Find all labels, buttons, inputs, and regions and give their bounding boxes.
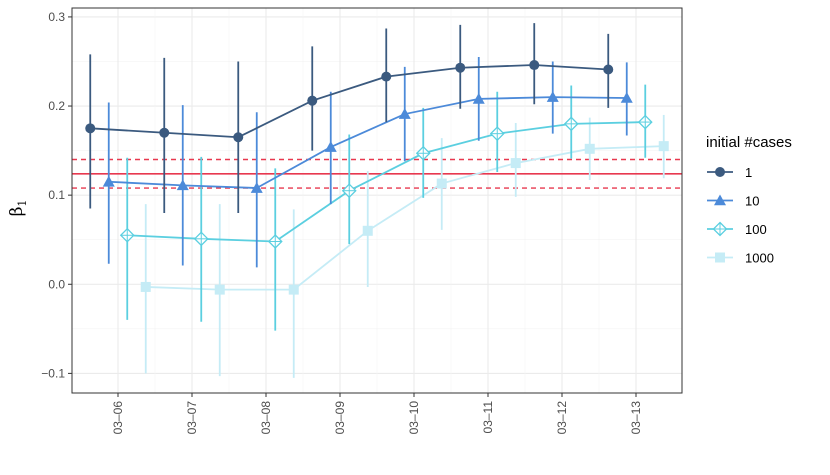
data-point bbox=[119, 227, 135, 243]
x-tick-label: 03–07 bbox=[185, 401, 199, 435]
series-line bbox=[108, 96, 627, 189]
data-point bbox=[102, 175, 115, 187]
legend-item-1000: 1000 bbox=[707, 251, 774, 266]
legend-key-marker bbox=[715, 167, 725, 177]
grid bbox=[72, 8, 682, 393]
series-line bbox=[127, 121, 646, 243]
data-point bbox=[140, 281, 151, 292]
data-point bbox=[381, 71, 392, 82]
legend-title: initial #cases bbox=[706, 134, 792, 151]
legend-label: 1 bbox=[745, 165, 752, 180]
data-point bbox=[658, 141, 669, 152]
legend-label: 100 bbox=[745, 222, 767, 237]
x-tick-label: 03–12 bbox=[555, 401, 569, 435]
series-1 bbox=[85, 23, 614, 213]
legend-key-marker bbox=[715, 252, 725, 263]
data-point bbox=[362, 225, 373, 236]
y-axis-label-subscript: 1 bbox=[16, 200, 29, 207]
data-point bbox=[307, 95, 318, 106]
data-point bbox=[563, 116, 579, 132]
data-point bbox=[267, 234, 283, 249]
x-tick-label: 03–10 bbox=[407, 401, 421, 435]
data-point bbox=[176, 179, 189, 191]
series-line bbox=[145, 145, 664, 291]
data-point bbox=[529, 60, 540, 71]
data-point bbox=[398, 108, 411, 119]
x-axis: 03–06 03–07 03–08 03–09 03–10 03–11 03–12 03–13 bbox=[111, 393, 643, 434]
data-point bbox=[489, 126, 505, 142]
y-tick-label: 0.2 bbox=[48, 99, 65, 113]
x-tick-label: 03–11 bbox=[481, 401, 495, 434]
y-axis-label: β1 bbox=[7, 200, 29, 217]
data-point bbox=[415, 145, 431, 161]
x-tick-label: 03–09 bbox=[333, 401, 347, 435]
series-1000 bbox=[140, 114, 669, 378]
x-tick-label: 03–13 bbox=[629, 401, 643, 435]
reference-lines bbox=[72, 158, 682, 189]
data-point bbox=[510, 158, 521, 169]
legend-item-100: 100 bbox=[707, 221, 767, 237]
series-line bbox=[90, 64, 609, 139]
y-tick-label: 0.3 bbox=[48, 10, 65, 24]
x-tick-label: 03–08 bbox=[259, 401, 273, 435]
data-point bbox=[455, 62, 466, 73]
y-axis: −0.1 0.0 0.1 0.2 0.3 bbox=[41, 10, 72, 380]
data-point bbox=[472, 92, 485, 104]
y-tick-label: 0.0 bbox=[48, 277, 65, 291]
data-point bbox=[620, 92, 633, 103]
data-point bbox=[436, 178, 447, 189]
data-point bbox=[193, 231, 209, 247]
data-point bbox=[233, 132, 244, 143]
data-point bbox=[546, 91, 559, 102]
y-tick-label: −0.1 bbox=[41, 366, 65, 380]
data-point bbox=[250, 182, 263, 193]
data-point bbox=[85, 123, 96, 134]
legend-key-marker bbox=[712, 221, 728, 237]
series-10 bbox=[102, 57, 633, 268]
data-point bbox=[637, 114, 653, 130]
series-100 bbox=[119, 84, 653, 331]
legend-label: 10 bbox=[745, 194, 759, 209]
legend-label: 1000 bbox=[745, 251, 774, 266]
data-point bbox=[324, 141, 337, 152]
legend-item-1: 1 bbox=[707, 165, 752, 180]
data-point bbox=[159, 127, 170, 138]
series-group bbox=[85, 23, 669, 378]
data-point bbox=[603, 64, 614, 75]
legend-item-10: 10 bbox=[707, 194, 759, 209]
legend: initial #cases 1 10 100 1000 bbox=[706, 134, 792, 266]
x-tick-label: 03–06 bbox=[111, 401, 125, 435]
data-point bbox=[584, 143, 595, 154]
plot-border bbox=[71, 7, 683, 394]
y-tick-label: 0.1 bbox=[48, 188, 65, 202]
data-point bbox=[341, 183, 357, 199]
legend-key-marker bbox=[714, 194, 726, 206]
data-point bbox=[214, 284, 225, 295]
data-point bbox=[288, 284, 299, 295]
